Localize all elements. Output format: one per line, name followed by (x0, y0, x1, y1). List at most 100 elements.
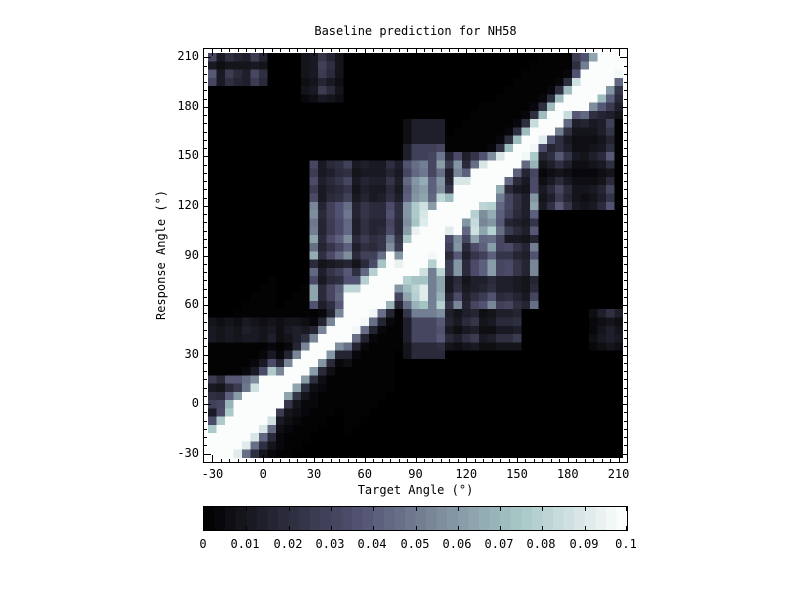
major-tick (212, 49, 213, 56)
colorbar-tick (246, 507, 247, 511)
minor-tick (624, 148, 627, 149)
major-tick (204, 206, 211, 207)
minor-tick (483, 49, 484, 52)
minor-tick (204, 412, 207, 413)
minor-tick (542, 49, 543, 52)
minor-tick (204, 338, 207, 339)
minor-tick (624, 280, 627, 281)
minor-tick (624, 214, 627, 215)
minor-tick (624, 445, 627, 446)
major-tick (314, 455, 315, 462)
minor-tick (458, 49, 459, 52)
minor-tick (475, 49, 476, 52)
minor-tick (348, 459, 349, 462)
colorbar-tick (542, 526, 543, 530)
minor-tick (373, 49, 374, 52)
minor-tick (624, 297, 627, 298)
minor-tick (204, 445, 207, 446)
minor-tick (272, 49, 273, 52)
minor-tick (500, 459, 501, 462)
minor-tick (559, 459, 560, 462)
minor-tick (204, 280, 207, 281)
minor-tick (221, 459, 222, 462)
major-tick (263, 455, 264, 462)
minor-tick (204, 272, 207, 273)
major-tick (204, 355, 211, 356)
colorbar-tick (458, 507, 459, 511)
minor-tick (339, 459, 340, 462)
major-tick (620, 107, 627, 108)
minor-tick (576, 459, 577, 462)
y-tick-label: 30 (184, 346, 199, 361)
major-tick (365, 49, 366, 56)
minor-tick (289, 459, 290, 462)
colorbar (203, 506, 628, 531)
minor-tick (204, 330, 207, 331)
colorbar-tick-label: 0.08 (526, 537, 556, 551)
minor-tick (322, 49, 323, 52)
colorbar-tick-label: 0.02 (273, 537, 303, 551)
minor-tick (441, 49, 442, 52)
minor-tick (204, 82, 207, 83)
y-tick-label: 150 (177, 148, 199, 163)
minor-tick (204, 231, 207, 232)
minor-tick (432, 49, 433, 52)
major-tick (204, 404, 211, 405)
minor-tick (204, 90, 207, 91)
colorbar-tick (331, 507, 332, 511)
minor-tick (204, 123, 207, 124)
colorbar-tick (204, 526, 205, 530)
colorbar-tick-label: 0.04 (357, 537, 387, 551)
minor-tick (624, 123, 627, 124)
major-tick (620, 454, 627, 455)
colorbar-tick (626, 507, 627, 511)
colorbar-tick (626, 526, 627, 530)
minor-tick (221, 49, 222, 52)
minor-tick (204, 289, 207, 290)
x-tick-label: -30 (201, 467, 224, 481)
minor-tick (204, 247, 207, 248)
colorbar-gradient (204, 507, 627, 530)
minor-tick (624, 429, 627, 430)
major-tick (263, 49, 264, 56)
minor-tick (483, 459, 484, 462)
major-tick (416, 455, 417, 462)
colorbar-tick-label: 0.1 (615, 537, 637, 551)
major-tick (517, 49, 518, 56)
major-tick (619, 455, 620, 462)
minor-tick (624, 437, 627, 438)
plot-area (203, 48, 628, 463)
minor-tick (593, 49, 594, 52)
minor-tick (204, 198, 207, 199)
minor-tick (610, 49, 611, 52)
minor-tick (238, 49, 239, 52)
major-tick (204, 454, 211, 455)
major-tick (620, 206, 627, 207)
minor-tick (306, 49, 307, 52)
minor-tick (624, 165, 627, 166)
colorbar-tick (289, 526, 290, 530)
minor-tick (280, 459, 281, 462)
major-tick (619, 49, 620, 56)
minor-tick (204, 363, 207, 364)
colorbar-tick (373, 526, 374, 530)
y-tick-label: 90 (184, 247, 199, 262)
minor-tick (204, 371, 207, 372)
minor-tick (424, 49, 425, 52)
minor-tick (525, 459, 526, 462)
minor-tick (576, 49, 577, 52)
minor-tick (339, 49, 340, 52)
major-tick (204, 156, 211, 157)
minor-tick (624, 239, 627, 240)
minor-tick (204, 140, 207, 141)
minor-tick (624, 264, 627, 265)
minor-tick (593, 459, 594, 462)
x-tick-label: 210 (607, 467, 630, 481)
colorbar-tick (416, 526, 417, 530)
y-tick-label: 60 (184, 297, 199, 312)
minor-tick (204, 313, 207, 314)
minor-tick (289, 49, 290, 52)
major-tick (314, 49, 315, 56)
major-tick (466, 455, 467, 462)
